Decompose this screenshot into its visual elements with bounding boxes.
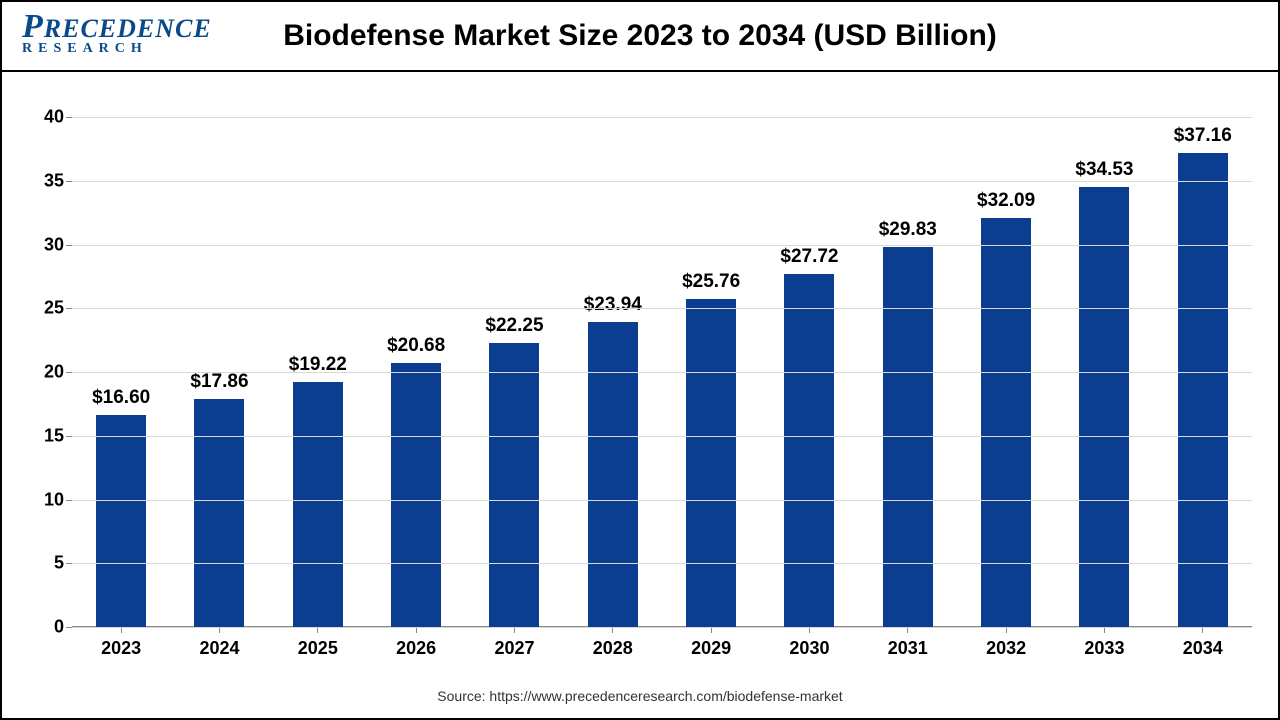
y-tick-mark (66, 245, 72, 246)
y-tick-mark (66, 308, 72, 309)
logo-line2: RESEARCH (22, 42, 212, 56)
y-tick-label: 20 (32, 362, 64, 383)
y-tick-label: 25 (32, 298, 64, 319)
bar-value-label: $37.16 (1174, 125, 1232, 147)
x-tick-label: 2029 (691, 638, 731, 659)
source-citation: Source: https://www.precedenceresearch.c… (2, 688, 1278, 704)
header: PRECEDENCE RESEARCH Biodefense Market Si… (2, 2, 1278, 72)
bar-value-label: $20.68 (387, 335, 445, 357)
gridline (72, 436, 1252, 437)
gridline (72, 500, 1252, 501)
y-tick-mark (66, 627, 72, 628)
bar (883, 247, 933, 627)
x-tick-label: 2025 (298, 638, 338, 659)
y-tick-label: 10 (32, 489, 64, 510)
bar (686, 299, 736, 627)
x-tick-label: 2032 (986, 638, 1026, 659)
y-tick-label: 5 (32, 553, 64, 574)
x-tick-label: 2024 (199, 638, 239, 659)
bar-value-label: $23.94 (584, 294, 642, 316)
y-tick-label: 0 (32, 617, 64, 638)
bar-value-label: $22.25 (485, 315, 543, 337)
y-tick-mark (66, 181, 72, 182)
x-tick-label: 2030 (789, 638, 829, 659)
y-tick-mark (66, 117, 72, 118)
bar (391, 363, 441, 627)
bar-value-label: $27.72 (780, 246, 838, 268)
bar (1178, 153, 1228, 627)
bar-value-label: $25.76 (682, 271, 740, 293)
gridline (72, 627, 1252, 628)
y-tick-label: 15 (32, 425, 64, 446)
bar (981, 218, 1031, 627)
bar (588, 322, 638, 627)
chart-frame: PRECEDENCE RESEARCH Biodefense Market Si… (0, 0, 1280, 720)
x-tick-label: 2026 (396, 638, 436, 659)
y-tick-mark (66, 563, 72, 564)
bar-value-label: $16.60 (92, 387, 150, 409)
y-tick-label: 35 (32, 170, 64, 191)
y-tick-mark (66, 500, 72, 501)
bar-value-label: $17.86 (190, 371, 248, 393)
logo-line1: PRECEDENCE (22, 10, 212, 44)
x-tick-label: 2027 (494, 638, 534, 659)
plot-area: $16.602023$17.862024$19.222025$20.682026… (72, 117, 1252, 627)
x-tick-label: 2033 (1084, 638, 1124, 659)
brand-logo: PRECEDENCE RESEARCH (22, 10, 212, 56)
x-tick-label: 2031 (888, 638, 928, 659)
bar (96, 415, 146, 627)
bar (293, 382, 343, 627)
x-tick-label: 2034 (1183, 638, 1223, 659)
gridline (72, 372, 1252, 373)
gridline (72, 308, 1252, 309)
y-tick-mark (66, 372, 72, 373)
y-tick-label: 30 (32, 234, 64, 255)
bar-value-label: $29.83 (879, 219, 937, 241)
gridline (72, 245, 1252, 246)
gridline (72, 181, 1252, 182)
x-tick-label: 2023 (101, 638, 141, 659)
gridline (72, 563, 1252, 564)
bar-value-label: $34.53 (1075, 159, 1133, 181)
x-tick-label: 2028 (593, 638, 633, 659)
bar (1079, 187, 1129, 627)
bar-value-label: $32.09 (977, 190, 1035, 212)
y-tick-label: 40 (32, 107, 64, 128)
gridline (72, 117, 1252, 118)
bar (194, 399, 244, 627)
bar (784, 274, 834, 627)
bar (489, 343, 539, 627)
y-tick-mark (66, 436, 72, 437)
